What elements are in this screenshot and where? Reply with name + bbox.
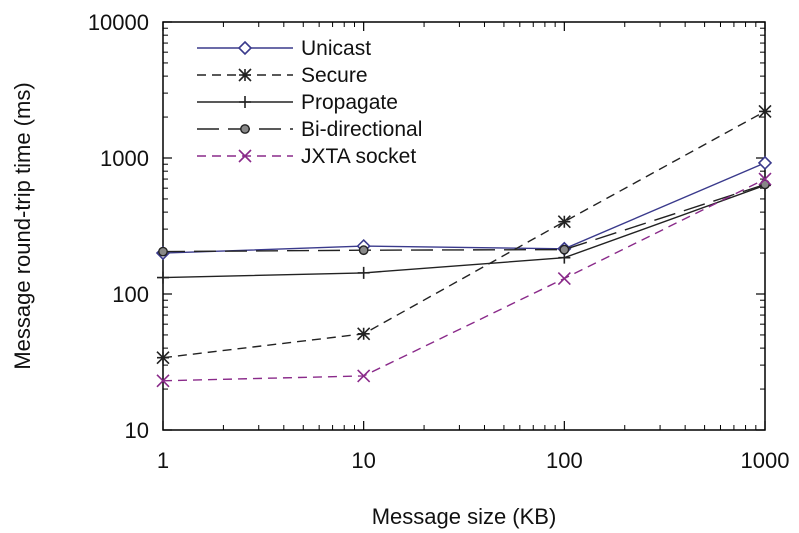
- point-jxta-socket: [156, 374, 170, 388]
- x-tick-label: 1000: [741, 448, 790, 473]
- legend-marker-secure: [238, 68, 252, 82]
- series-layer: [155, 104, 773, 388]
- x-axis-ticks: 1 10 100 1000: [157, 22, 790, 473]
- x-axis-title: Message size (KB): [372, 504, 557, 529]
- point-jxta-socket: [758, 172, 772, 186]
- point-bi-directional: [358, 245, 369, 256]
- series-line-unicast: [162, 162, 766, 254]
- legend-label-jxta-socket: JXTA socket: [301, 145, 416, 168]
- y-tick-label: 1000: [100, 146, 149, 171]
- point-secure: [557, 215, 571, 229]
- legend-label-bi-directional: Bi-directional: [301, 118, 422, 141]
- x-tick-label: 100: [546, 448, 583, 473]
- legend: Unicast Secure Propagate Bi-directional JXTA…: [197, 37, 422, 168]
- plot-frame: [162, 21, 766, 431]
- x-tick-label: 1: [157, 448, 169, 473]
- point-secure: [357, 327, 371, 341]
- point-propagate: [157, 271, 169, 284]
- series-line-bi-directional: [162, 183, 766, 253]
- y-axis-ticks: 10 100 1000 10000: [88, 10, 765, 443]
- legend-label-propagate: Propagate: [301, 91, 398, 114]
- point-jxta-socket: [557, 271, 571, 286]
- point-secure: [156, 351, 170, 365]
- point-secure: [758, 104, 772, 118]
- x-tick-label: 10: [351, 448, 375, 473]
- point-bi-directional: [158, 246, 168, 257]
- y-tick-label: 10000: [88, 10, 149, 35]
- legend-marker-propagate: [239, 96, 251, 108]
- point-bi-directional: [559, 244, 570, 255]
- series-line-secure: [162, 110, 766, 359]
- y-tick-label: 100: [112, 282, 149, 307]
- y-tick-label: 10: [125, 418, 149, 443]
- point-jxta-socket: [357, 369, 371, 383]
- legend-marker-jxta-socket: [238, 149, 252, 163]
- point-unicast: [757, 155, 773, 171]
- legend-label-unicast: Unicast: [301, 37, 371, 60]
- point-propagate: [357, 266, 370, 279]
- legend-marker-bi-directional: [240, 124, 250, 134]
- series-line-jxta-socket: [162, 178, 766, 382]
- legend-label-secure: Secure: [301, 64, 368, 87]
- y-axis-title: Message round-trip time (ms): [10, 82, 35, 369]
- legend-marker-unicast: [237, 40, 253, 56]
- series-line-propagate: [162, 184, 766, 279]
